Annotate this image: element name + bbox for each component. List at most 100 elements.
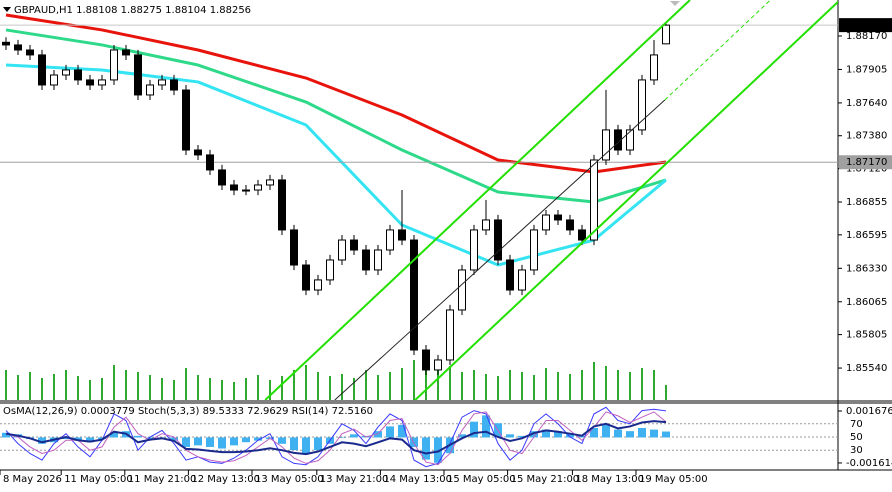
volume-bar: [581, 370, 583, 400]
volume-bar: [257, 375, 259, 400]
osma-bar: [470, 421, 478, 438]
osma-bar: [434, 437, 442, 463]
candle-body: [170, 79, 178, 91]
x-tick-label: 14 May 13:00: [383, 474, 452, 485]
price-line-label: 1.87170: [846, 157, 887, 168]
osma-bar: [590, 428, 598, 438]
volume-bar: [401, 368, 403, 400]
candle-body: [446, 309, 454, 361]
x-tick-label: 15 May 21:00: [511, 474, 580, 485]
volume-bar: [353, 378, 355, 400]
volume-bar: [305, 365, 307, 400]
candle-body: [638, 79, 646, 131]
volume-bar: [665, 385, 667, 400]
trendline: [664, 0, 771, 101]
candle-body: [338, 239, 346, 261]
candle-body: [26, 49, 34, 56]
x-tick-label: 15 May 05:00: [447, 474, 516, 485]
osma-bar: [662, 431, 670, 438]
osma-bar: [626, 431, 634, 438]
candle-body: [362, 249, 370, 271]
x-tick-label: 11 May 21:00: [128, 474, 197, 485]
osma-bar: [530, 431, 538, 438]
candle-body: [566, 219, 574, 231]
candle-body: [206, 154, 214, 171]
candle-body: [74, 69, 82, 81]
volume-bar: [113, 365, 115, 400]
volume-bar: [509, 370, 511, 400]
candle-body: [242, 189, 250, 192]
candle-body: [302, 264, 310, 291]
candle-body: [146, 84, 154, 96]
osma-bar: [206, 437, 214, 447]
volume-bar: [185, 368, 187, 400]
osma-bar: [314, 437, 322, 451]
volume-bar: [197, 375, 199, 400]
osma-bar: [74, 437, 82, 441]
candle-body: [518, 269, 526, 291]
volume-bar: [89, 380, 91, 400]
volume-bar: [449, 366, 451, 400]
volume-bar: [317, 372, 319, 400]
volume-bar: [377, 375, 379, 400]
candle-body: [542, 214, 550, 231]
candle-body: [158, 79, 166, 86]
osma-bar: [278, 437, 286, 444]
osma-bar: [398, 424, 406, 438]
y-tick-label: 70: [850, 419, 863, 430]
candle-body: [230, 184, 238, 191]
volume-bar: [545, 368, 547, 400]
candle-body: [62, 69, 70, 76]
moving-average: [5, 28, 667, 204]
symbol-icon: [3, 7, 11, 12]
candle-body: [626, 129, 634, 151]
oscillator-line: [5, 420, 667, 456]
y-tick-label: 1.86595: [846, 230, 887, 241]
candle-body: [122, 49, 130, 56]
x-tick-label: 13 May 21:00: [320, 474, 389, 485]
volume-bar: [329, 376, 331, 400]
volume-bar: [341, 374, 343, 400]
trendline: [334, 99, 666, 400]
candle-body: [650, 54, 658, 81]
volume-bar: [233, 382, 235, 400]
candle-body: [410, 239, 418, 351]
candle-body: [38, 54, 46, 86]
osma-bar: [542, 429, 550, 438]
osma-bar: [602, 424, 610, 438]
volume-bar: [605, 366, 607, 400]
volume-bar: [125, 370, 127, 400]
volume-bar: [617, 370, 619, 400]
y-tick-label: 1.87640: [846, 98, 887, 109]
x-tick-label: 19 May 05:00: [639, 474, 708, 485]
volume-bar: [17, 375, 19, 400]
osma-bar: [134, 435, 142, 438]
candle-body: [590, 159, 598, 241]
osma-bar: [638, 428, 646, 438]
volume-bar: [533, 375, 535, 400]
candle-body: [662, 24, 670, 45]
candle-body: [326, 259, 334, 281]
volume-bar: [5, 370, 7, 400]
osma-bar: [110, 432, 118, 438]
osma-bar: [86, 437, 94, 443]
indicator-title: OsMA(12,26,9) 0.0003779 Stoch(5,3,3) 89.…: [3, 406, 373, 417]
y-tick-label: 50: [850, 432, 863, 443]
osma-bar: [98, 437, 106, 440]
candle-body: [398, 229, 406, 241]
volume-bar: [149, 375, 151, 400]
volume-bar: [593, 362, 595, 400]
osma-bar: [338, 437, 346, 438]
trendline: [264, 0, 691, 400]
volume-bar: [569, 374, 571, 400]
volume-bar: [29, 372, 31, 400]
candle-body: [218, 169, 226, 186]
y-tick-label: 1.85805: [846, 330, 887, 341]
volume-bar: [281, 376, 283, 400]
oscillator-line: [5, 411, 667, 466]
volume-bar: [41, 378, 43, 400]
